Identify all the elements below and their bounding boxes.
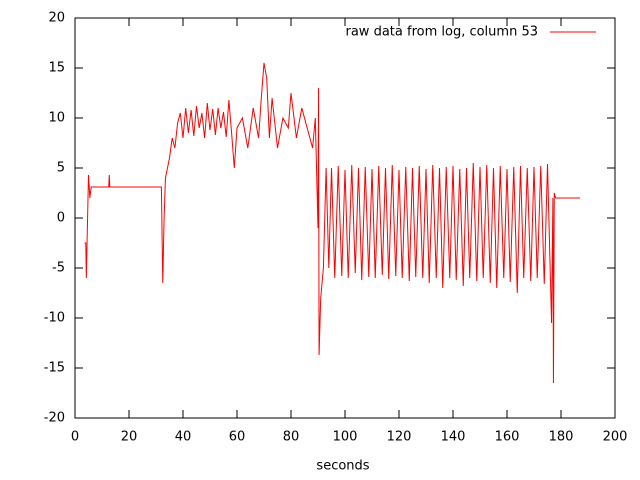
data-line xyxy=(84,62,580,384)
y-tick-label: -15 xyxy=(44,361,65,376)
x-tick-label: 60 xyxy=(229,430,246,445)
y-tick-label: 0 xyxy=(57,211,65,226)
x-axis-label: seconds xyxy=(316,459,369,474)
x-tick-label: 100 xyxy=(333,430,358,445)
x-tick-label: 40 xyxy=(175,430,192,445)
y-tick-label: 10 xyxy=(48,111,65,126)
y-tick-label: 5 xyxy=(57,161,65,176)
x-tick-label: 20 xyxy=(121,430,138,445)
x-tick-label: 200 xyxy=(603,430,628,445)
legend-label: raw data from log, column 53 xyxy=(346,25,539,40)
x-tick-label: 180 xyxy=(549,430,574,445)
plot-border xyxy=(74,17,616,419)
x-tick-label: 140 xyxy=(441,430,466,445)
y-tick-label: -5 xyxy=(52,261,65,276)
y-tick-label: 20 xyxy=(48,11,65,26)
y-tick-label: 15 xyxy=(48,61,65,76)
y-tick-label: -20 xyxy=(44,411,65,426)
y-tick-label: -10 xyxy=(44,311,65,326)
x-tick-label: 160 xyxy=(495,430,520,445)
x-tick-label: 80 xyxy=(283,430,300,445)
x-tick-label: 0 xyxy=(71,430,79,445)
x-tick-label: 120 xyxy=(387,430,412,445)
